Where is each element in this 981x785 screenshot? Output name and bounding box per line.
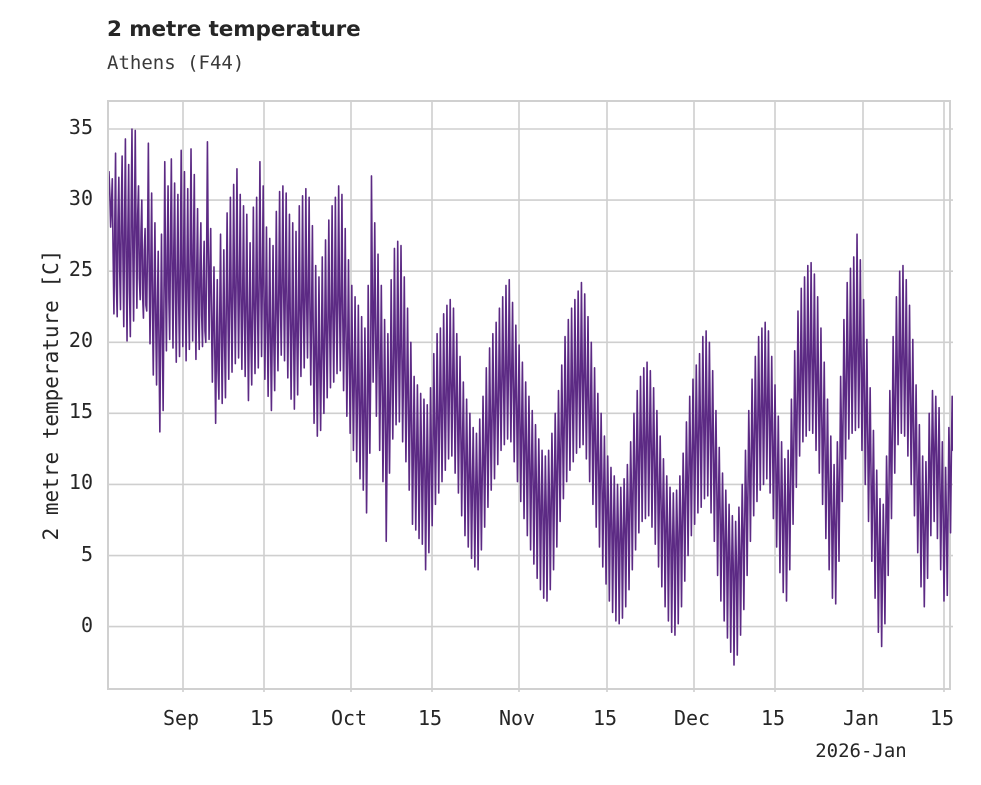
chart-subtitle: Athens (F44): [107, 52, 245, 74]
x-tick-label: 15: [417, 706, 443, 730]
series-layer: [109, 128, 953, 666]
x-tick-label: 15: [592, 706, 618, 730]
x-tick-label: Dec: [673, 706, 711, 730]
y-tick-label: 10: [68, 470, 93, 495]
y-axis-tick-labels: 0 5 10 15 20 25 30 35: [0, 0, 93, 785]
x-tick-label: Sep: [162, 706, 200, 730]
y-tick-label: 25: [68, 257, 93, 282]
y-tick-label: 0: [80, 612, 93, 637]
x-tick-label: 15: [929, 706, 955, 730]
y-tick-label: 20: [68, 328, 93, 353]
x-tick-label: Jan: [842, 706, 880, 730]
grid-lines: [109, 102, 953, 692]
plot-area: [107, 100, 953, 692]
series-line: [109, 128, 953, 666]
x-tick-label: Oct: [330, 706, 368, 730]
x-axis-title: 2026-Jan: [815, 740, 907, 762]
y-tick-label: 35: [68, 115, 93, 139]
chart-title: 2 metre temperature: [107, 17, 361, 42]
x-tick-label: Nov: [498, 706, 536, 730]
y-tick-label: 30: [68, 186, 93, 211]
y-tick-label: 15: [68, 399, 93, 424]
timeseries-plot: [109, 102, 953, 692]
y-tick-label: 5: [80, 541, 93, 566]
x-tick-label: 15: [249, 706, 275, 730]
x-tick-label: 15: [760, 706, 786, 730]
